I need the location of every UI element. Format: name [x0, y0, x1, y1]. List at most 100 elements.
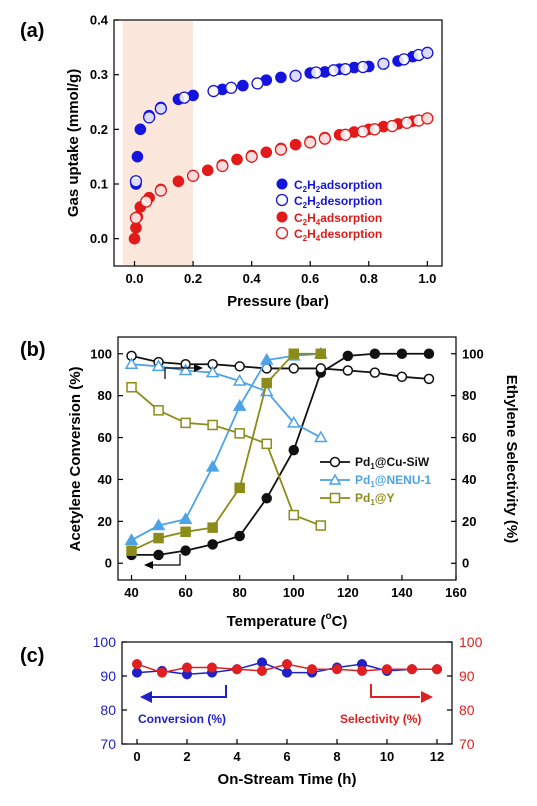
panel-c: 0 2 4 6 8 10 12 70 70 80 80 90 90 100 100 Conversion (… [93, 634, 483, 788]
panel-a-x-tick-label: 0.4 [243, 271, 262, 286]
panel-b-y-left-point [261, 377, 272, 389]
panel-c-frame [121, 641, 453, 745]
panel-c-conversion-arrow [140, 685, 227, 703]
panel-b-nenu-right-point [205, 365, 220, 378]
panel-c-x-tick-label: 6 [283, 749, 290, 764]
panel-c-selectivity-point [156, 667, 168, 678]
panel-a-point-c2h2-desorption [309, 66, 323, 79]
panel-c-selectivity-point [406, 664, 418, 675]
panel-a-y-tick-label: 0.4 [90, 13, 109, 28]
panel-a-point-c2h4-desorption [186, 169, 200, 182]
legend-c2h4-adsorption-marker [276, 211, 288, 223]
panel-b-y-tick-label: 100 [90, 346, 112, 361]
panel-a-point-c2h2-adsorption [237, 79, 249, 92]
panel-b-y-right-point [261, 438, 272, 450]
panel-b-cu_siw-right-point [423, 373, 435, 385]
panel-a-point-c2h2-desorption [154, 102, 168, 115]
panel-a-point-c2h4-desorption [304, 136, 317, 149]
panel-b-y-left-point [207, 522, 218, 533]
panel-a-y-tick-label: 0.2 [90, 122, 108, 137]
panel-a-point-c2h4-desorption [154, 184, 168, 197]
panel-b-nenu-right-point [232, 373, 247, 386]
panel-c-selectivity-point [281, 659, 293, 670]
panel-a-point-c2h4-desorption [386, 119, 399, 133]
panel-c-selectivity-point [381, 664, 393, 675]
panel-b-y-right-point [288, 509, 300, 521]
panel-a-point-c2h2-desorption [251, 77, 264, 90]
panel-b-label: (b) [20, 339, 46, 361]
panel-a-point-c2h2-desorption [178, 91, 191, 104]
panel-b-y2-tick-label: 80 [462, 388, 476, 403]
panel-a-x-tick-label: 1.0 [418, 271, 436, 286]
panel-b-nenu-left-point [124, 533, 139, 545]
panel-a-point-c2h4-adsorption [289, 138, 302, 151]
panel-a-point-c2h2-adsorption [275, 71, 287, 84]
panel-c-selectivity-point [331, 664, 343, 675]
panel-a-point-c2h2-desorption [129, 175, 143, 188]
panel-b-y-left-point [126, 545, 137, 556]
panel-b-x-tick-label: 80 [232, 585, 246, 600]
panel-a-point-c2h2-desorption [142, 111, 156, 124]
panel-a-point-c2h2-desorption [356, 60, 370, 74]
panel-a-point-c2h2-desorption [339, 63, 352, 76]
panel-b-y2-tick-label: 0 [462, 556, 469, 571]
panel-b-cu_siw-right-point [396, 371, 408, 383]
legend-c2h4-desorption-marker [275, 226, 289, 240]
panel-c-y-tick-label: 100 [93, 634, 117, 650]
panel-b-y2-tick-label: 100 [462, 346, 484, 361]
panel-b-cu_siw-left-point [423, 348, 435, 360]
legend-c2h2-adsorption-label: C2H2adsorption [294, 178, 382, 194]
panel-b-y-right-point [234, 428, 245, 439]
panel-a-point-c2h4-desorption [245, 150, 258, 163]
panel-b-y-left-point [288, 348, 300, 360]
panel-a-point-c2h2-desorption [397, 53, 411, 66]
panel-a-x-tick-label: 0.2 [184, 271, 202, 286]
panel-b-cu_siw-right-point [342, 365, 354, 376]
panel-b-x-tick-label: 140 [391, 585, 413, 600]
panel-c-selectivity-point [231, 664, 243, 675]
panel-b-y-tick-label: 80 [98, 388, 112, 403]
panel-b-cu_siw-left-point [180, 545, 191, 556]
panel-b-nenu-right-point [151, 359, 166, 372]
panel-b-cu_siw-left-point [369, 348, 381, 360]
legend-c2h2-desorption-marker [275, 193, 289, 207]
panel-b-nenu-left-point [232, 399, 247, 411]
panel-a-point-c2h2-desorption [377, 57, 390, 70]
panel-b-x-tick-label: 60 [178, 585, 192, 600]
panel-a-point-c2h2-adsorption [134, 123, 147, 136]
panel-a-point-c2h4-desorption [356, 125, 370, 138]
legend-nenu-label: Pd1@NENU-1 [355, 473, 431, 489]
panel-a-frame [113, 19, 443, 267]
panel-c-y-tick-label: 90 [100, 668, 116, 684]
panel-c-y2-tick-label: 70 [459, 736, 475, 752]
panel-a-point-c2h2-adsorption [131, 150, 144, 163]
panel-c-y2-tick-label: 100 [459, 634, 483, 650]
panel-b-y-right-point [207, 419, 218, 431]
panel-c-conversion-point [281, 667, 293, 678]
panel-c-x-tick-label: 12 [430, 749, 444, 764]
panel-b-nenu-left-point [151, 518, 166, 531]
panel-c-selectivity-point [256, 665, 268, 676]
panel-b-y2-tick-label: 60 [462, 430, 476, 445]
panel-c-conversion-point [256, 657, 268, 668]
panel-b-y-right-point [126, 382, 137, 393]
panel-b-frame [117, 336, 457, 581]
panel-c-selectivity-point [206, 662, 218, 673]
panel-a-point-c2h4-desorption [339, 128, 352, 141]
panel-b-cu_siw-left-point [207, 539, 218, 550]
panel-a-x-tick-label: 0.8 [360, 271, 378, 286]
panel-c-x-tick-label: 2 [183, 749, 190, 764]
panel-b-nenu-right-line [131, 363, 322, 439]
legend-cu-siw-marker [329, 456, 341, 468]
panel-a-point-c2h4-desorption [421, 112, 434, 125]
panel-a-x-tick-label: 0.0 [125, 271, 143, 286]
panel-a-point-c2h4-desorption [274, 143, 288, 156]
panel-b-nenu-left-point [259, 353, 274, 365]
legend-y-label: Pd1@Y [355, 491, 395, 507]
panel-b-y-tick-label: 60 [98, 430, 112, 445]
panel-a-point-c2h2-desorption [421, 46, 434, 59]
panel-c-x-tick-label: 8 [333, 749, 340, 764]
panel-b-cu_siw-left-point [396, 348, 408, 360]
panel-a-point-c2h4-adsorption [128, 232, 141, 245]
panel-b-nenu-right-point [286, 415, 301, 428]
